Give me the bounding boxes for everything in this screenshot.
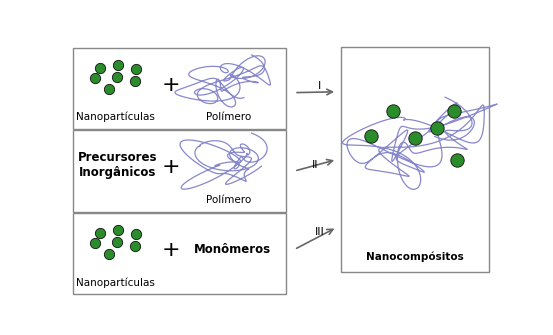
Point	[95, 65, 104, 71]
Text: Precursores
Inorgânicos: Precursores Inorgânicos	[78, 151, 158, 180]
Point	[113, 227, 122, 232]
Bar	[74, 48, 285, 129]
Bar	[74, 130, 285, 212]
Point	[389, 109, 398, 114]
Text: Nanopartículas: Nanopartículas	[76, 112, 155, 122]
Text: +: +	[161, 74, 180, 94]
Point	[131, 244, 139, 249]
Point	[112, 239, 121, 245]
Point	[450, 109, 458, 114]
Point	[433, 125, 442, 131]
Point	[91, 240, 100, 245]
Point	[105, 86, 114, 91]
Text: I: I	[318, 81, 321, 91]
Text: Nanopartículas: Nanopartículas	[76, 277, 155, 288]
Point	[132, 66, 141, 72]
Text: Polímero: Polímero	[206, 112, 251, 122]
Text: II: II	[312, 160, 319, 170]
Text: +: +	[161, 240, 180, 260]
Point	[131, 79, 139, 84]
Point	[105, 251, 114, 256]
Text: III: III	[315, 227, 325, 237]
Text: Polímero: Polímero	[206, 195, 251, 205]
Bar	[341, 47, 489, 272]
Point	[411, 135, 420, 141]
Point	[91, 75, 100, 80]
Point	[452, 157, 461, 162]
Text: Nanocompósitos: Nanocompósitos	[366, 252, 464, 262]
Point	[95, 230, 104, 236]
Text: Monômeros: Monômeros	[194, 243, 271, 256]
Text: +: +	[161, 157, 180, 177]
Point	[132, 231, 141, 237]
Point	[113, 62, 122, 67]
Bar	[74, 213, 285, 294]
Point	[112, 74, 121, 79]
Point	[366, 134, 375, 139]
